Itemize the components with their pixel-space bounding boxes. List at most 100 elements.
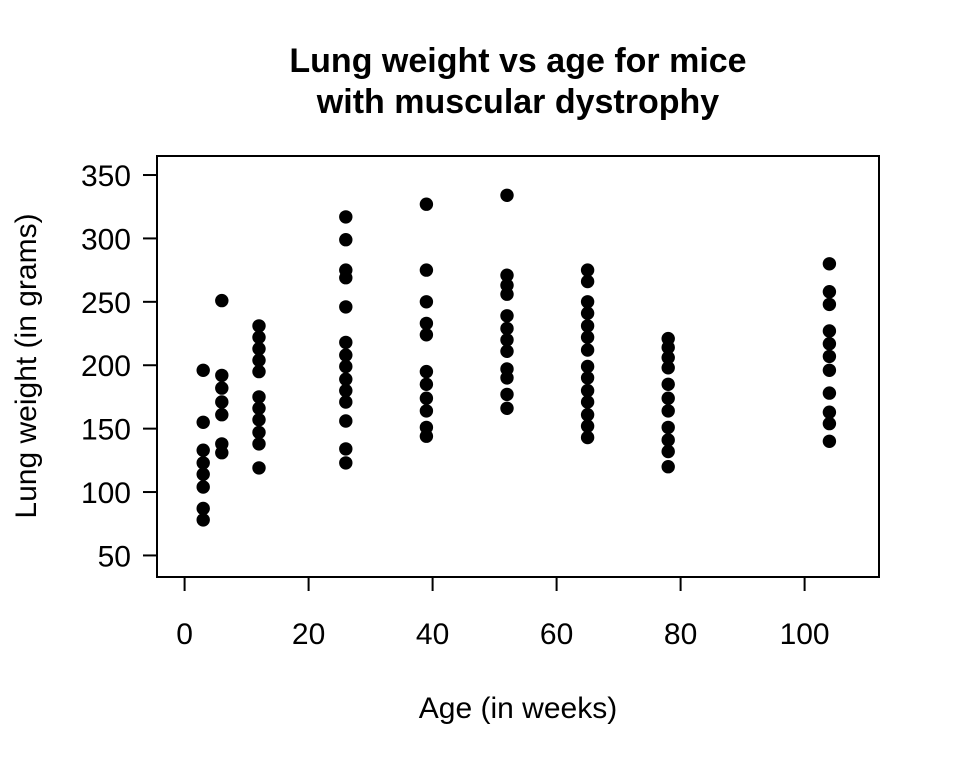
data-point — [500, 268, 514, 282]
data-point — [419, 391, 434, 405]
y-tick-label: 200 — [81, 350, 131, 383]
data-point — [196, 501, 210, 516]
data-point — [419, 404, 434, 418]
data-point — [822, 349, 837, 364]
data-point — [822, 405, 837, 419]
data-point — [339, 372, 353, 386]
data-point — [419, 263, 434, 277]
data-point — [419, 364, 434, 379]
data-point — [339, 359, 353, 374]
data-point — [822, 416, 837, 431]
data-point — [252, 353, 266, 367]
y-axis-label: Lung weight (in grams) — [10, 213, 43, 518]
data-point — [500, 401, 514, 415]
x-axis-ticks: 0 20 40 60 80 100 — [176, 577, 830, 651]
data-point — [661, 350, 675, 365]
data-point — [252, 425, 266, 440]
data-point — [419, 316, 434, 331]
data-point — [252, 401, 266, 415]
data-point — [661, 340, 675, 355]
data-point — [580, 274, 595, 289]
data-point — [215, 368, 229, 383]
data-point — [339, 210, 353, 224]
data-point — [196, 480, 210, 494]
data-point — [196, 443, 210, 457]
data-point — [252, 364, 266, 379]
data-point — [339, 271, 353, 285]
data-point — [580, 419, 595, 433]
data-point — [822, 434, 837, 448]
data-point — [500, 371, 514, 385]
data-point — [580, 343, 595, 357]
y-tick-label: 300 — [81, 223, 131, 256]
data-point — [661, 460, 675, 474]
data-point — [196, 415, 210, 429]
y-tick-label: 250 — [81, 287, 131, 320]
data-point — [580, 319, 595, 333]
data-point — [419, 429, 434, 443]
data-point — [661, 377, 675, 391]
data-point — [580, 359, 595, 374]
x-tick-label: 100 — [780, 618, 830, 651]
data-point — [500, 387, 514, 402]
data-point — [580, 306, 595, 320]
data-point — [580, 395, 595, 409]
data-point — [580, 330, 595, 344]
data-point — [580, 371, 595, 385]
data-point — [661, 404, 675, 418]
data-point — [215, 381, 229, 395]
y-tick-label: 100 — [81, 477, 131, 510]
plot-box — [156, 155, 880, 578]
x-tick-label: 60 — [540, 618, 573, 651]
data-point — [419, 197, 434, 211]
data-point — [215, 293, 229, 308]
data-point — [215, 408, 229, 422]
data-point — [196, 363, 210, 377]
chart-title-line-1: Lung weight vs age for mice — [289, 42, 746, 80]
y-tick-label: 150 — [81, 414, 131, 447]
data-point — [500, 188, 514, 202]
data-point — [252, 437, 266, 451]
data-point — [500, 287, 514, 301]
data-point — [661, 433, 675, 447]
data-point — [822, 297, 837, 312]
data-point — [252, 319, 266, 333]
data-point — [580, 383, 595, 398]
data-point — [822, 363, 837, 377]
data-points — [196, 188, 837, 527]
data-point — [822, 257, 837, 271]
data-point — [500, 344, 514, 358]
chart-title-line-2: with muscular dystrophy — [316, 83, 719, 121]
data-point — [339, 335, 353, 350]
data-point — [196, 467, 210, 481]
data-point — [661, 391, 675, 405]
data-point — [419, 377, 434, 391]
data-point — [580, 408, 595, 422]
data-point — [252, 390, 266, 404]
data-point — [822, 386, 837, 400]
data-point — [215, 446, 229, 460]
data-point — [500, 309, 514, 323]
data-point — [339, 233, 353, 247]
data-point — [419, 328, 434, 342]
data-point — [339, 348, 353, 362]
data-point — [252, 413, 266, 427]
data-point — [419, 295, 434, 309]
x-axis-label: Age (in weeks) — [419, 692, 617, 725]
data-point — [661, 444, 675, 459]
y-tick-label: 350 — [81, 160, 131, 193]
data-point — [339, 300, 353, 314]
data-point — [339, 414, 353, 428]
data-point — [339, 442, 353, 456]
x-tick-label: 80 — [664, 618, 697, 651]
data-point — [339, 383, 353, 398]
x-tick-label: 0 — [176, 618, 193, 651]
data-point — [252, 330, 266, 344]
data-point — [500, 333, 514, 347]
data-point — [252, 461, 266, 475]
x-tick-label: 40 — [416, 618, 449, 651]
data-point — [215, 395, 229, 409]
data-point — [500, 321, 514, 336]
